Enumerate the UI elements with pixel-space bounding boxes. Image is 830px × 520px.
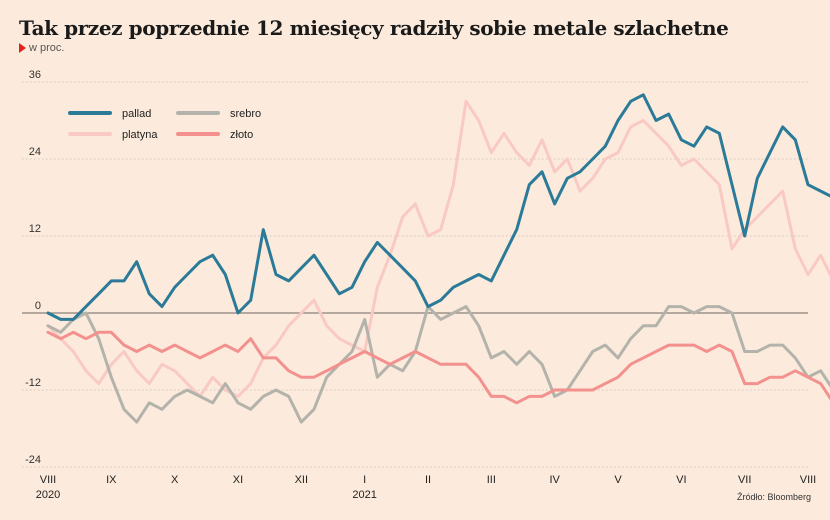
unit-label-text: w proc. — [29, 42, 65, 54]
legend-label: złoto — [230, 129, 253, 141]
y-tick-label: -24 — [25, 454, 41, 466]
x-tick-label: VII — [738, 474, 751, 486]
series-line-pallad — [46, 93, 830, 321]
x-year-label: 2021 — [352, 489, 376, 501]
y-axis: 36 24 12 0 -12 -24 — [25, 69, 41, 466]
x-tick-label: XI — [233, 474, 243, 486]
legend-label: pallad — [122, 108, 151, 120]
legend-label: srebro — [230, 108, 261, 120]
source-note: Źródło: Bloomberg — [736, 492, 811, 502]
y-tick-label: -12 — [25, 377, 41, 389]
series-lines — [46, 93, 830, 424]
y-tick-label: 24 — [29, 146, 41, 158]
x-tick-label: II — [425, 474, 431, 486]
grid-lines — [22, 81, 808, 468]
x-tick-label: VI — [676, 474, 686, 486]
triangle-marker-icon — [19, 43, 26, 53]
x-tick-label: X — [171, 474, 179, 486]
series-line-złoto — [46, 330, 830, 405]
x-year-label: 2020 — [36, 489, 60, 501]
unit-label: w proc. — [19, 42, 64, 54]
series-line-srebro — [46, 305, 830, 424]
x-tick-label: I — [363, 474, 366, 486]
y-tick-label: 0 — [35, 300, 41, 312]
legend-label: platyna — [122, 129, 158, 141]
x-tick-label: VIII — [800, 474, 817, 486]
legend: pallad srebro platyna złoto — [68, 108, 261, 141]
x-tick-label: IX — [106, 474, 117, 486]
x-tick-label: VIII — [40, 474, 57, 486]
x-tick-label: III — [487, 474, 496, 486]
y-tick-label: 12 — [29, 223, 41, 235]
y-tick-label: 36 — [29, 69, 41, 81]
x-tick-label: IV — [549, 474, 560, 486]
x-tick-label: V — [614, 474, 622, 486]
x-tick-label: XII — [295, 474, 308, 486]
series-line-platyna — [46, 99, 830, 398]
chart-title: Tak przez poprzednie 12 miesięcy radziły… — [19, 16, 729, 40]
